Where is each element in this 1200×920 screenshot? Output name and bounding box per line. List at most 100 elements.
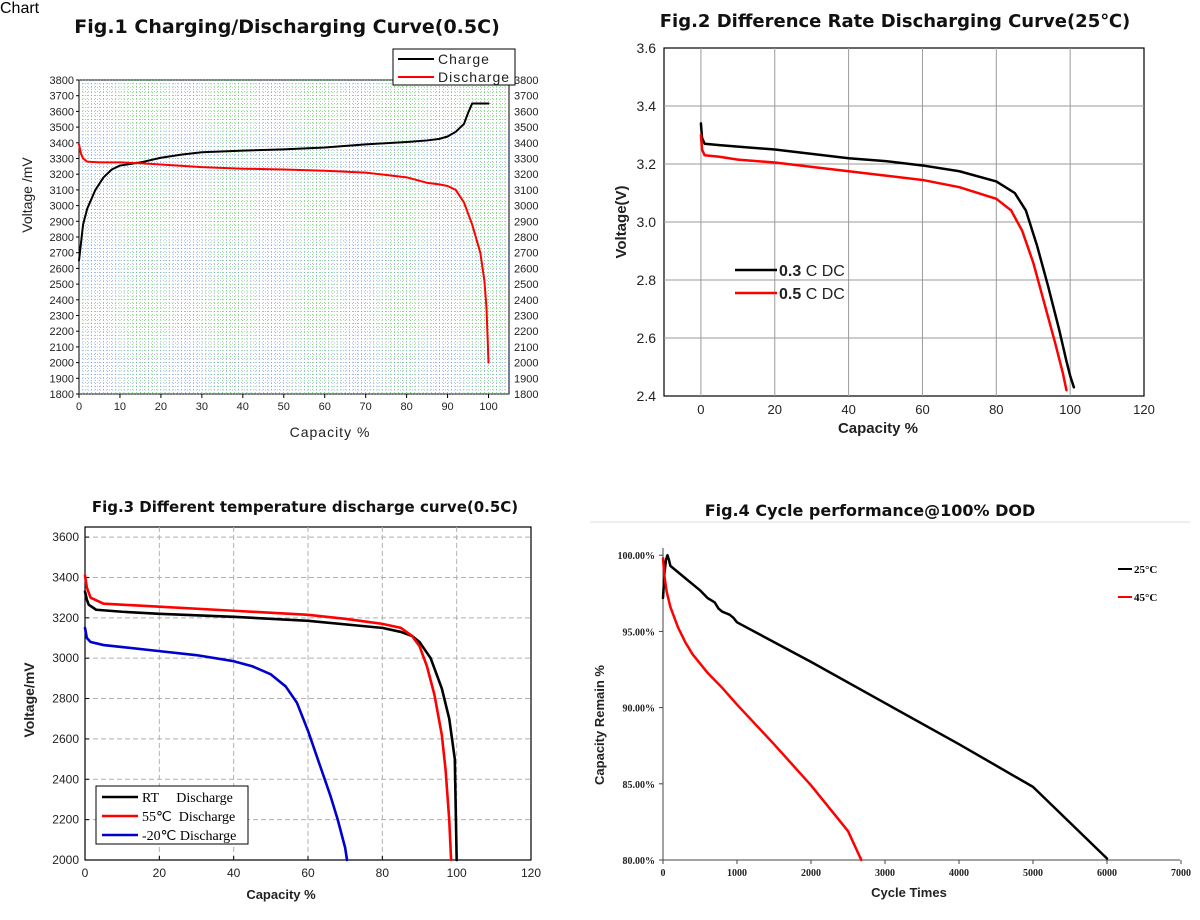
fig3-legend-55c: 55℃ Discharge: [142, 810, 235, 825]
fig1-y-tick-left: 2500: [50, 279, 74, 291]
fig2-title: Fig.2 Difference Rate Discharging Curve(…: [660, 11, 1131, 32]
fig3-y-ticks: 2000 2200 2400 2600 2800 3000 3200 3400 3600: [52, 530, 89, 867]
fig1-x-tick: 100: [479, 401, 497, 413]
fig1-x-tick: 90: [441, 401, 453, 413]
fig3-x-tick: 100: [447, 866, 467, 880]
fig4-y-tick: 90.00%: [623, 704, 656, 715]
fig1-x-tick: 50: [278, 401, 290, 413]
fig4-x-axis-label: Cycle Times: [871, 885, 947, 900]
fig1-y-tick-right: 3200: [514, 169, 538, 181]
fig3-x-tick: 40: [227, 866, 241, 880]
fig2-x-tick: 100: [1059, 402, 1081, 417]
fig2-legend: 0.3 C DC 0.5 C DC: [735, 263, 845, 303]
fig3-legend: RT Discharge 55℃ Discharge -20℃ Discharg…: [95, 785, 249, 845]
fig2-x-tick: 20: [768, 402, 782, 417]
fig1-y-tick-left: 2800: [50, 232, 74, 244]
fig1-y-tick-left: 2600: [50, 263, 74, 275]
fig2-legend-03c-text: C DC: [801, 263, 845, 280]
fig1-y-tick-right: 2300: [514, 311, 538, 323]
fig4-x-tick: 5000: [1023, 868, 1043, 879]
fig3-y-tick: 3200: [52, 611, 79, 625]
fig1-y-tick-left: 1800: [50, 389, 74, 401]
fig2-legend-05c-rate: 0.5: [779, 286, 801, 303]
fig1-y-tick-right: 3000: [514, 201, 538, 213]
fig1-y-tick-left: 3700: [50, 91, 74, 103]
fig2-series: [699, 122, 1076, 392]
fig1-y-tick-right: 1900: [514, 373, 538, 385]
fig1-y-tick-right: 2800: [514, 232, 538, 244]
fig2: Fig.2 Difference Rate Discharging Curve(…: [613, 11, 1155, 437]
fig1-y-tick-left: 2000: [50, 358, 74, 370]
fig1-y-tick-left: 1900: [50, 373, 74, 385]
fig4-x-ticks: 0 1000 2000 3000 4000 5000 6000 7000: [661, 860, 1191, 879]
fig2-x-ticks: 0 20 40 60 80 100 120: [697, 402, 1155, 417]
fig3-y-tick: 2800: [52, 692, 79, 706]
fig4-x-tick: 7000: [1171, 868, 1191, 879]
fig1-y-tick-left: 2200: [50, 326, 74, 338]
fig1-y-tick-left: 3100: [50, 185, 74, 197]
fig1-grid: [79, 79, 509, 395]
fig1-y-tick-left: 3600: [50, 106, 74, 118]
fig4-x-tick: 6000: [1097, 868, 1117, 879]
fig1-x-tick: 20: [155, 401, 167, 413]
fig3-y-axis-label: Voltage/mV: [21, 662, 37, 738]
fig3-y-tick: 3600: [52, 530, 79, 544]
fig3-x-ticks: 0 20 40 60 80 100 120: [82, 856, 541, 880]
fig1-legend: Charge Discharge: [392, 48, 516, 86]
fig2-x-tick: 120: [1133, 402, 1155, 417]
fig4-y-tick: 100.00%: [618, 551, 656, 562]
fig4-x-tick: 3000: [875, 868, 895, 879]
fig2-y-tick: 2.6: [637, 330, 657, 346]
fig1-x-tick: 10: [114, 401, 126, 413]
fig3-y-tick: 2600: [52, 732, 79, 746]
fig3-legend-rt: RT Discharge: [142, 791, 233, 806]
fig3-title: Fig.3 Different temperature discharge cu…: [92, 498, 518, 516]
fig4-legend: 25°C 45°C: [1118, 564, 1157, 604]
fig1-y-tick-left: 2100: [50, 342, 74, 354]
fig1-legend-charge: Charge: [438, 51, 490, 67]
fig4-y-tick: 85.00%: [623, 780, 656, 791]
fig1-x-axis-label: Capacity %: [290, 424, 371, 440]
fig1-y-ticks-right: 1800 1900 2000 2100 2200 2300 2400 2500 2600 2700…: [514, 75, 538, 401]
fig4-x-tick: 4000: [949, 868, 969, 879]
fig2-y-tick: 2.4: [637, 388, 657, 404]
fig1-y-tick-right: 3700: [514, 91, 538, 103]
fig1-x-tick: 80: [400, 401, 412, 413]
fig1-series: [78, 102, 490, 364]
fig3-y-tick: 2400: [52, 772, 79, 786]
fig2-y-tick: 3.0: [637, 214, 657, 230]
fig2-y-tick: 3.2: [637, 156, 657, 172]
fig1-y-tick-right: 2600: [514, 263, 538, 275]
fig1-y-tick-right: 2000: [514, 358, 538, 370]
fig3-y-tick: 2200: [52, 813, 79, 827]
fig4: Fig.4 Cycle performance@100% DOD 80.00% 8…: [590, 501, 1191, 900]
fig1-y-tick-right: 3600: [514, 106, 538, 118]
fig1-x-tick: 0: [76, 401, 82, 413]
fig1-x-ticks: 0 10 20 30 40 50 60 70 80 90 100: [76, 394, 498, 413]
fig4-y-tick: 95.00%: [623, 627, 656, 638]
fig2-y-tick: 3.6: [637, 40, 657, 56]
fig1-y-tick-right: 1800: [514, 389, 538, 401]
fig1-y-tick-right: 3300: [514, 154, 538, 166]
fig4-title: Fig.4 Cycle performance@100% DOD: [705, 501, 1036, 520]
fig1-y-tick-right: 2900: [514, 216, 538, 228]
fig4-y-tick: 80.00%: [623, 856, 656, 867]
fig1: Fig.1 Charging/Discharging Curve(0.5C) 1…: [19, 16, 538, 440]
fig2-y-tick: 2.8: [637, 272, 657, 288]
fig1-series-discharge: [78, 143, 490, 364]
fig3-legend-minus20c: -20℃ Discharge: [142, 829, 236, 844]
fig2-y-ticks: 2.4 2.6 2.8 3.0 3.2 3.4 3.6: [637, 40, 657, 404]
fig1-y-tick-right: 3800: [514, 75, 538, 87]
fig3-x-tick: 80: [376, 866, 390, 880]
fig1-y-tick-left: 2400: [50, 295, 74, 307]
fig1-y-tick-right: 3400: [514, 138, 538, 150]
fig2-legend-05c-text: C DC: [801, 286, 845, 303]
fig3-x-tick: 0: [82, 866, 89, 880]
fig1-y-tick-right: 2200: [514, 326, 538, 338]
fig2-series-0-5-c-dc: [699, 133, 1068, 392]
fig2-x-tick: 40: [841, 402, 855, 417]
fig2-legend-05c: 0.5 C DC: [779, 286, 845, 303]
fig2-y-axis-label: Voltage(V): [613, 185, 630, 258]
fig4-y-axis-label: Capacity Remain %: [592, 665, 607, 785]
